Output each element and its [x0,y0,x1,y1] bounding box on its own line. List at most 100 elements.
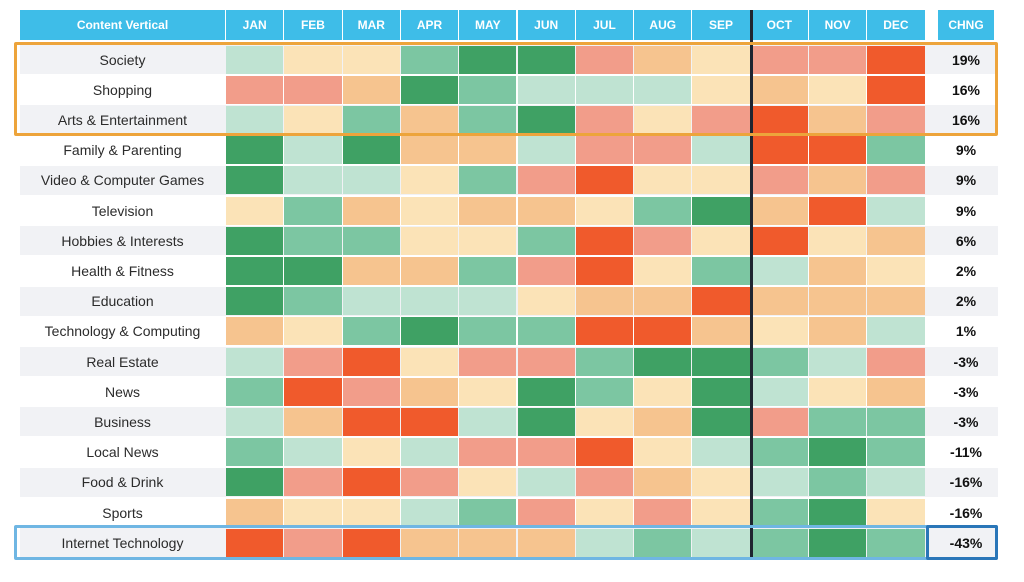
heatmap-cell [517,377,575,406]
column-header-feb: FEB [284,10,342,40]
change-value: 9% [955,142,977,159]
row-label: Business [94,413,151,430]
heatmap-cell [634,287,692,316]
heatmap-cell [400,528,459,557]
heatmap-cell [809,196,867,225]
change-value: -16% [949,474,983,491]
heatmap-cell [575,347,634,376]
heatmap-cell [867,528,925,557]
heatmap-cell [517,347,575,376]
column-header-nov: NOV [809,10,867,40]
heatmap-cell [459,407,517,436]
heatmap-cell [226,438,284,467]
heatmap-cell [692,136,750,165]
heatmap-cell [517,407,575,436]
heatmap-cell [400,45,459,74]
heatmap-cell [459,377,517,406]
heatmap-cell [459,468,517,497]
heatmap-cell [226,75,284,104]
heatmap-cell [284,407,342,436]
heatmap-cell [226,45,284,74]
heatmap-cell [459,438,517,467]
change-value: 16% [951,81,981,98]
heatmap-cell [284,347,342,376]
heatmap-cell [809,256,867,285]
heatmap-cell [809,498,867,527]
heatmap-cell [867,75,925,104]
heatmap-cell [692,166,750,195]
heatmap-cell [226,287,284,316]
heatmap-cell [284,196,342,225]
heatmap-cell [517,498,575,527]
heatmap-cell [284,528,342,557]
row-label: Food & Drink [81,474,164,491]
heatmap-cell [692,468,750,497]
heatmap-cell [226,226,284,255]
heatmap-cell [750,528,808,557]
heatmap-cell [634,347,692,376]
heatmap-cell [634,136,692,165]
heatmap-cell [342,256,400,285]
heatmap-cell [750,196,808,225]
heatmap-cell [750,317,808,346]
heatmap-cell [692,528,750,557]
heatmap-cell [284,438,342,467]
row-label: Internet Technology [61,534,184,551]
heatmap-cell [284,226,342,255]
heatmap-cell [575,166,634,195]
heatmap-cell [284,45,342,74]
heatmap-cell [692,105,750,134]
heatmap-cell [634,407,692,436]
heatmap-cell [342,226,400,255]
heatmap-cell [692,377,750,406]
change-value: -3% [953,383,979,400]
column-header-sep: SEP [692,10,750,40]
heatmap-cell [575,45,634,74]
heatmap-cell [809,287,867,316]
heatmap-cell [692,407,750,436]
heatmap-cell [459,226,517,255]
heatmap-cell [809,226,867,255]
heatmap-cell [517,166,575,195]
heatmap-cell [517,287,575,316]
heatmap-cell [575,377,634,406]
change-value: 16% [951,111,981,128]
heatmap-cell [692,196,750,225]
heatmap-cell [342,75,400,104]
column-header-jun: JUN [517,10,575,40]
change-value: -3% [953,353,979,370]
heatmap-cell [284,105,342,134]
heatmap-cell [400,105,459,134]
heatmap-cell [867,105,925,134]
heatmap-cell [517,256,575,285]
heatmap-cell [634,75,692,104]
heatmap-cell [750,438,808,467]
heatmap-cell [634,196,692,225]
heatmap-cell [459,75,517,104]
heatmap-cell [867,196,925,225]
heatmap-cell [809,45,867,74]
heatmap-cell [342,196,400,225]
heatmap-cell [342,166,400,195]
heatmap-cell [867,226,925,255]
heatmap-cell [284,468,342,497]
heatmap-cell [400,166,459,195]
column-header-aug: AUG [634,10,692,40]
column-header-apr: APR [400,10,459,40]
change-value: -16% [949,504,983,521]
heatmap-cell [634,468,692,497]
change-value: 2% [955,293,977,310]
heatmap-cell [226,407,284,436]
heatmap-cell [809,347,867,376]
heatmap-cell [459,317,517,346]
heatmap-cell [459,105,517,134]
heatmap-cell [692,317,750,346]
heatmap-cell [342,317,400,346]
heatmap-cell [867,498,925,527]
row-label: Technology & Computing [44,323,201,340]
heatmap-cell [575,407,634,436]
heatmap-cell [634,317,692,346]
column-header-dec: DEC [867,10,925,40]
heatmap-cell [284,136,342,165]
